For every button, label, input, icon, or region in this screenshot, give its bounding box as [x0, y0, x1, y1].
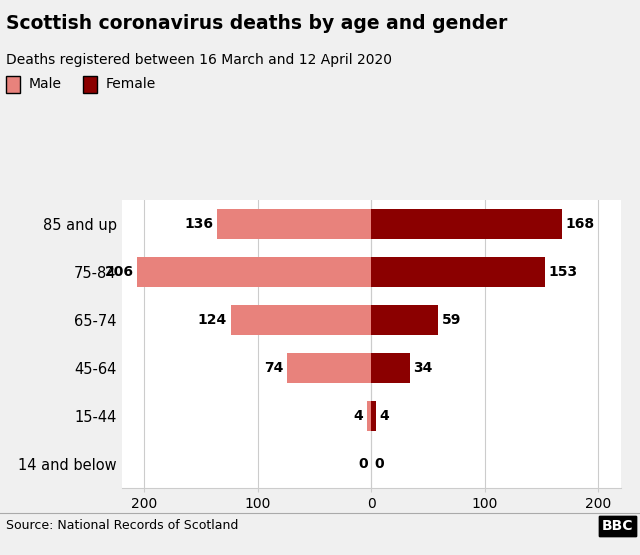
Bar [371, 209, 562, 239]
Bar [230, 305, 371, 335]
Text: Scottish coronavirus deaths by age and gender: Scottish coronavirus deaths by age and g… [6, 14, 508, 33]
Text: 0: 0 [374, 457, 384, 471]
Text: 34: 34 [413, 361, 433, 375]
Text: 4: 4 [353, 409, 364, 423]
Text: 136: 136 [184, 217, 214, 231]
Text: Female: Female [106, 77, 156, 92]
Text: BBC: BBC [602, 519, 634, 533]
Bar [217, 209, 371, 239]
Bar [371, 401, 376, 431]
Text: Deaths registered between 16 March and 12 April 2020: Deaths registered between 16 March and 1… [6, 53, 392, 67]
Text: 168: 168 [565, 217, 595, 231]
Text: BBC: BBC [602, 519, 634, 533]
Bar [367, 401, 371, 431]
Text: Male: Male [29, 77, 62, 92]
Bar [371, 257, 545, 287]
Text: 206: 206 [105, 265, 134, 279]
Bar [371, 305, 438, 335]
Text: 59: 59 [442, 313, 461, 327]
Text: 74: 74 [264, 361, 284, 375]
Bar [371, 353, 410, 383]
Bar [287, 353, 371, 383]
Text: Source: National Records of Scotland: Source: National Records of Scotland [6, 519, 239, 532]
Text: 153: 153 [548, 265, 577, 279]
Text: 0: 0 [358, 457, 368, 471]
Text: 124: 124 [198, 313, 227, 327]
Text: 4: 4 [379, 409, 389, 423]
Bar [138, 257, 371, 287]
